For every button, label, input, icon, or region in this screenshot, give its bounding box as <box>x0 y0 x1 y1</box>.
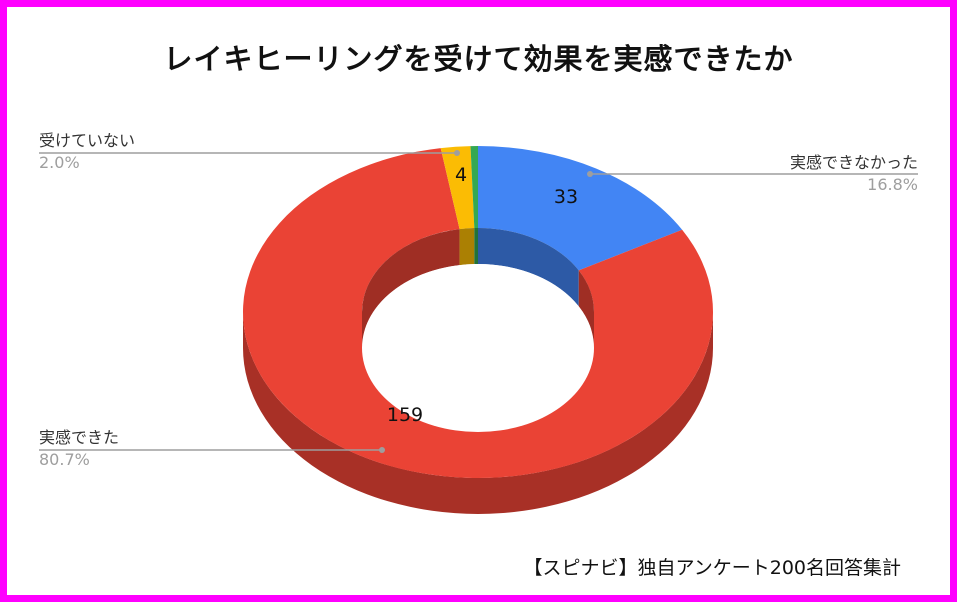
callout-not-realized: 実感できなかった 16.8% <box>587 153 918 194</box>
callout-percent: 2.0% <box>39 153 80 172</box>
callout-not-received: 受けていない 2.0% <box>39 131 460 172</box>
value-label-not-realized: 33 <box>554 186 578 208</box>
slice-realized <box>242 148 713 478</box>
inner-wall-not-realized <box>478 228 579 307</box>
callout-label: 実感できた <box>39 428 119 447</box>
callout-percent: 80.7% <box>39 450 90 469</box>
donut-hole <box>362 264 594 432</box>
slice-not-realized <box>478 146 683 271</box>
leader-dot <box>587 171 593 177</box>
callout-percent: 16.8% <box>867 175 918 194</box>
value-labels: 33 159 4 <box>387 164 578 426</box>
donut-slices <box>242 146 713 478</box>
slice-other <box>470 146 478 229</box>
source-note: 【スピナビ】独自アンケート200名回答集計 <box>523 557 901 579</box>
inner-wall-realized-b <box>361 229 460 348</box>
outer-wall-realized <box>243 312 713 514</box>
leader-dot <box>379 447 385 453</box>
value-label-not-received: 4 <box>455 164 467 186</box>
slice-not-received <box>440 146 475 230</box>
inner-wall-other <box>474 228 478 265</box>
donut-3d-sides <box>243 312 713 514</box>
chart-title: レイキヒーリングを受けて効果を実感できたか <box>163 42 794 76</box>
value-label-realized: 159 <box>387 404 423 426</box>
callout-label: 受けていない <box>39 131 135 150</box>
callout-labels: 実感できなかった 16.8% 実感できた 80.7% 受けていない 2.0% <box>39 131 918 469</box>
inner-wall-not-received <box>459 228 475 266</box>
callout-realized: 実感できた 80.7% <box>39 428 385 469</box>
leader-dot <box>454 150 460 156</box>
callout-label: 実感できなかった <box>790 153 918 172</box>
inner-wall-realized <box>578 270 594 348</box>
